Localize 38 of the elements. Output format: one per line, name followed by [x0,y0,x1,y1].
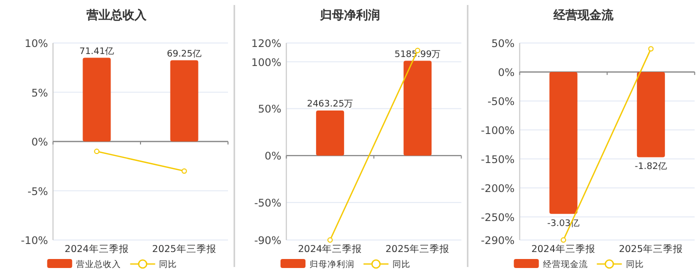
legend-label: 营业总收入 [76,259,122,270]
data-label: 71.41亿 [79,46,114,57]
y-tick-label: -150% [480,154,515,166]
x-tick-label: 2025年三季报 [618,243,684,255]
y-tick-label: -290% [480,235,515,247]
y-tick-label: 50% [491,38,515,50]
y-tick-label: 0% [498,66,515,79]
x-tick-label: 2025年三季报 [152,243,216,255]
y-tick-label: -90% [254,235,282,247]
y-tick-label: -50% [254,197,282,210]
x-tick-label: 2025年三季报 [385,243,450,255]
y-tick-label: 0% [31,136,48,148]
y-tick-label: -5% [28,186,48,198]
legend-label: 归母净利润 [310,259,354,270]
x-tick-label: 2024年三季报 [298,243,362,255]
x-tick-label: 2024年三季报 [64,243,129,255]
chart-title: 经营现金流 [552,8,614,22]
y-tick-label: 120% [251,38,282,50]
legend-label: 同比 [392,259,410,270]
y-tick-label: -200% [480,182,515,195]
y-tick-label: -250% [480,212,515,224]
chart-title: 营业总收入 [86,8,148,22]
legend-label: 经营现金流 [542,259,588,270]
data-label: -1.82亿 [634,161,668,172]
chart-title: 归母净利润 [319,8,380,22]
legend-label: 同比 [159,259,178,270]
y-tick-label: 10% [24,38,48,50]
y-tick-label: 0% [264,150,282,163]
y-tick-label: -10% [20,235,48,247]
y-tick-label: 50% [258,104,282,116]
legend-label: 同比 [626,259,644,270]
data-label: 69.25亿 [166,48,202,60]
data-label: 2463.25万 [306,100,354,110]
y-tick-label: 5% [31,87,48,100]
y-tick-label: 100% [251,56,282,69]
x-tick-label: 2024年三季报 [531,243,596,255]
y-tick-label: -100% [480,124,515,137]
y-tick-label: -50% [488,96,515,108]
